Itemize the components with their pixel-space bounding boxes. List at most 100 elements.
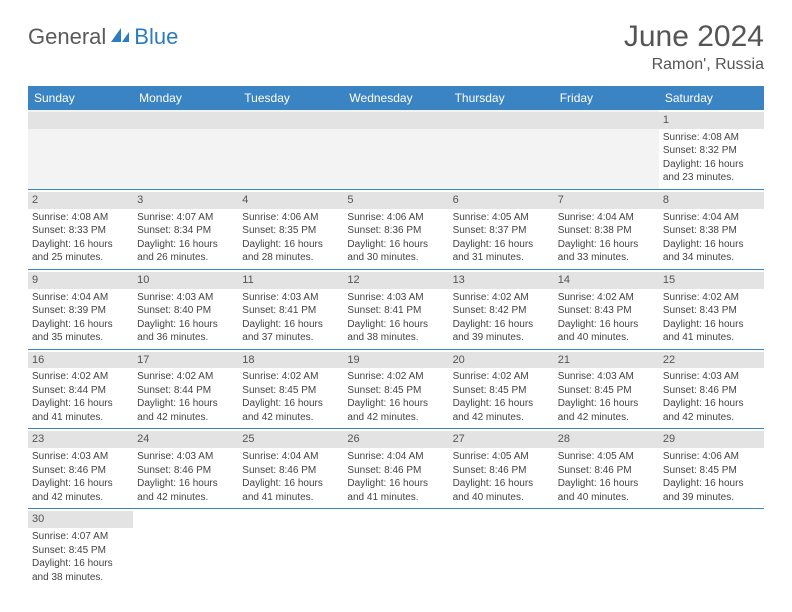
daylight-text: Daylight: 16 hours and 42 minutes.	[347, 397, 444, 424]
day-cell: 16Sunrise: 4:02 AMSunset: 8:44 PMDayligh…	[28, 350, 133, 429]
weekday-tuesday: Tuesday	[238, 86, 343, 110]
day-cell: 20Sunrise: 4:02 AMSunset: 8:45 PMDayligh…	[449, 350, 554, 429]
day-number: 2	[28, 192, 133, 209]
day-cell: 5Sunrise: 4:06 AMSunset: 8:36 PMDaylight…	[343, 190, 448, 269]
sunrise-text: Sunrise: 4:02 AM	[453, 291, 550, 305]
title-block: June 2024 Ramon', Russia	[624, 20, 764, 74]
day-cell: 18Sunrise: 4:02 AMSunset: 8:45 PMDayligh…	[238, 350, 343, 429]
sunset-text: Sunset: 8:46 PM	[453, 464, 550, 478]
sunset-text: Sunset: 8:45 PM	[347, 384, 444, 398]
day-number: 11	[238, 272, 343, 289]
sunrise-text: Sunrise: 4:03 AM	[347, 291, 444, 305]
sunset-text: Sunset: 8:32 PM	[663, 144, 760, 158]
weekday-friday: Friday	[554, 86, 659, 110]
day-cell	[449, 509, 554, 588]
day-number: 27	[449, 431, 554, 448]
day-cell: 6Sunrise: 4:05 AMSunset: 8:37 PMDaylight…	[449, 190, 554, 269]
day-cell: 26Sunrise: 4:04 AMSunset: 8:46 PMDayligh…	[343, 429, 448, 508]
daylight-text: Daylight: 16 hours and 42 minutes.	[558, 397, 655, 424]
day-cell	[554, 110, 659, 189]
day-cell: 29Sunrise: 4:06 AMSunset: 8:45 PMDayligh…	[659, 429, 764, 508]
sunrise-text: Sunrise: 4:05 AM	[453, 450, 550, 464]
week-row: 2Sunrise: 4:08 AMSunset: 8:33 PMDaylight…	[28, 190, 764, 270]
daylight-text: Daylight: 16 hours and 33 minutes.	[558, 238, 655, 265]
sunrise-text: Sunrise: 4:06 AM	[663, 450, 760, 464]
sunrise-text: Sunrise: 4:06 AM	[242, 211, 339, 225]
sunrise-text: Sunrise: 4:08 AM	[663, 131, 760, 145]
day-cell: 3Sunrise: 4:07 AMSunset: 8:34 PMDaylight…	[133, 190, 238, 269]
sunrise-text: Sunrise: 4:02 AM	[558, 291, 655, 305]
sunset-text: Sunset: 8:38 PM	[558, 224, 655, 238]
day-cell: 17Sunrise: 4:02 AMSunset: 8:44 PMDayligh…	[133, 350, 238, 429]
week-row: 1 Sunrise: 4:08 AMSunset: 8:32 PMDaylight…	[28, 110, 764, 190]
day-cell: 25Sunrise: 4:04 AMSunset: 8:46 PMDayligh…	[238, 429, 343, 508]
sunset-text: Sunset: 8:45 PM	[453, 384, 550, 398]
daylight-text: Daylight: 16 hours and 39 minutes.	[453, 318, 550, 345]
sunset-text: Sunset: 8:41 PM	[242, 304, 339, 318]
day-number: 19	[343, 352, 448, 369]
day-number: 14	[554, 272, 659, 289]
day-number	[554, 511, 659, 528]
logo-text-blue: Blue	[134, 24, 178, 50]
day-number: 8	[659, 192, 764, 209]
daylight-text: Daylight: 16 hours and 39 minutes.	[663, 477, 760, 504]
day-cell: 12Sunrise: 4:03 AMSunset: 8:41 PMDayligh…	[343, 270, 448, 349]
day-number: 17	[133, 352, 238, 369]
daylight-text: Daylight: 16 hours and 40 minutes.	[558, 318, 655, 345]
sunset-text: Sunset: 8:34 PM	[137, 224, 234, 238]
sunset-text: Sunset: 8:42 PM	[453, 304, 550, 318]
day-number: 9	[28, 272, 133, 289]
sunrise-text: Sunrise: 4:02 AM	[137, 370, 234, 384]
sunrise-text: Sunrise: 4:03 AM	[32, 450, 129, 464]
daylight-text: Daylight: 16 hours and 42 minutes.	[137, 397, 234, 424]
sunrise-text: Sunrise: 4:04 AM	[32, 291, 129, 305]
sunset-text: Sunset: 8:38 PM	[663, 224, 760, 238]
day-number: 16	[28, 352, 133, 369]
day-cell: 14Sunrise: 4:02 AMSunset: 8:43 PMDayligh…	[554, 270, 659, 349]
weekday-monday: Monday	[133, 86, 238, 110]
sunrise-text: Sunrise: 4:02 AM	[453, 370, 550, 384]
weekday-saturday: Saturday	[659, 86, 764, 110]
day-number: 12	[343, 272, 448, 289]
daylight-text: Daylight: 16 hours and 30 minutes.	[347, 238, 444, 265]
logo: General Blue	[28, 24, 178, 50]
day-cell: 15Sunrise: 4:02 AMSunset: 8:43 PMDayligh…	[659, 270, 764, 349]
day-number: 26	[343, 431, 448, 448]
day-cell: 19Sunrise: 4:02 AMSunset: 8:45 PMDayligh…	[343, 350, 448, 429]
day-cell: 23Sunrise: 4:03 AMSunset: 8:46 PMDayligh…	[28, 429, 133, 508]
sunset-text: Sunset: 8:46 PM	[663, 384, 760, 398]
day-number: 6	[449, 192, 554, 209]
sunrise-text: Sunrise: 4:02 AM	[347, 370, 444, 384]
daylight-text: Daylight: 16 hours and 23 minutes.	[663, 158, 760, 185]
sunrise-text: Sunrise: 4:02 AM	[32, 370, 129, 384]
logo-text-general: General	[28, 24, 106, 50]
day-number	[133, 112, 238, 129]
daylight-text: Daylight: 16 hours and 37 minutes.	[242, 318, 339, 345]
day-number: 1	[659, 112, 764, 129]
day-number: 7	[554, 192, 659, 209]
day-number: 3	[133, 192, 238, 209]
day-number	[238, 511, 343, 528]
day-cell	[343, 110, 448, 189]
sunrise-text: Sunrise: 4:07 AM	[32, 530, 129, 544]
day-number: 28	[554, 431, 659, 448]
daylight-text: Daylight: 16 hours and 41 minutes.	[242, 477, 339, 504]
sunset-text: Sunset: 8:33 PM	[32, 224, 129, 238]
sunset-text: Sunset: 8:36 PM	[347, 224, 444, 238]
week-row: 23Sunrise: 4:03 AMSunset: 8:46 PMDayligh…	[28, 429, 764, 509]
day-cell	[238, 509, 343, 588]
day-number: 30	[28, 511, 133, 528]
sunrise-text: Sunrise: 4:07 AM	[137, 211, 234, 225]
weekday-thursday: Thursday	[449, 86, 554, 110]
day-cell: 8Sunrise: 4:04 AMSunset: 8:38 PMDaylight…	[659, 190, 764, 269]
day-number: 18	[238, 352, 343, 369]
day-cell: 28Sunrise: 4:05 AMSunset: 8:46 PMDayligh…	[554, 429, 659, 508]
daylight-text: Daylight: 16 hours and 38 minutes.	[347, 318, 444, 345]
daylight-text: Daylight: 16 hours and 42 minutes.	[453, 397, 550, 424]
month-title: June 2024	[624, 20, 764, 54]
daylight-text: Daylight: 16 hours and 42 minutes.	[32, 477, 129, 504]
day-cell	[449, 110, 554, 189]
day-cell: 21Sunrise: 4:03 AMSunset: 8:45 PMDayligh…	[554, 350, 659, 429]
day-number: 15	[659, 272, 764, 289]
day-cell: 10Sunrise: 4:03 AMSunset: 8:40 PMDayligh…	[133, 270, 238, 349]
